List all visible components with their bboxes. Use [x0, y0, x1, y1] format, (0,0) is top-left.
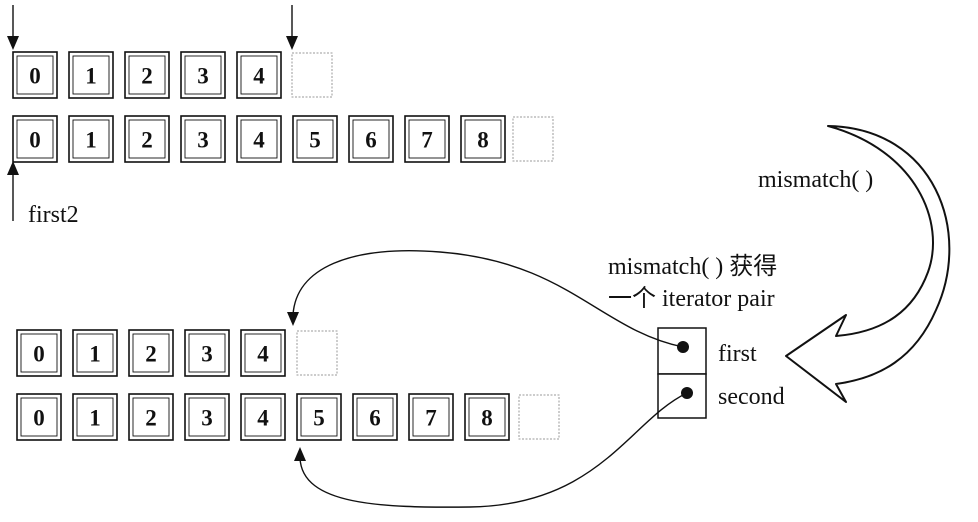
element-cell: 0 — [16, 393, 62, 441]
element-cell: 1 — [68, 115, 114, 163]
element-value: 7 — [421, 128, 433, 153]
element-value: 0 — [33, 342, 45, 367]
element-value: 0 — [29, 128, 41, 153]
element-value: 2 — [145, 406, 157, 431]
element-cell: 8 — [460, 115, 506, 163]
element-cell: 8 — [464, 393, 510, 441]
first-end-arrow — [286, 5, 298, 50]
pair-second-label: second — [718, 384, 785, 410]
element-cell: 3 — [180, 51, 226, 99]
second-pointer-arrow — [294, 392, 688, 508]
element-cell: 2 — [124, 51, 170, 99]
element-cell: 7 — [404, 115, 450, 163]
element-cell: 0 — [16, 329, 62, 377]
element-value: 1 — [89, 406, 101, 431]
element-value: 5 — [313, 406, 325, 431]
element-value: 1 — [89, 342, 101, 367]
end-sentinel-cell — [291, 52, 333, 98]
element-value: 8 — [477, 128, 489, 153]
element-value: 3 — [197, 64, 209, 89]
top-second-range-row: 0 1 2 3 4 5 6 7 8 — [12, 115, 554, 163]
element-value: 4 — [253, 128, 265, 153]
element-cell: 1 — [68, 51, 114, 99]
element-cell: 4 — [236, 51, 282, 99]
element-cell: 6 — [352, 393, 398, 441]
first-pointer-arrow — [287, 250, 684, 348]
element-value: 4 — [253, 64, 265, 89]
element-value: 0 — [29, 64, 41, 89]
element-value: 4 — [257, 342, 269, 367]
bottom-first-range-row: 0 1 2 3 4 — [16, 329, 338, 377]
element-cell: 4 — [240, 329, 286, 377]
element-cell: 4 — [236, 115, 282, 163]
element-value: 0 — [33, 406, 45, 431]
first-begin-arrow — [7, 5, 19, 50]
element-cell: 4 — [240, 393, 286, 441]
element-cell: 1 — [72, 329, 118, 377]
element-cell: 2 — [128, 393, 174, 441]
end-sentinel-cell — [296, 330, 338, 376]
big-curved-arrow — [785, 125, 951, 403]
element-value: 1 — [85, 64, 97, 89]
element-value: 7 — [425, 406, 437, 431]
element-value: 2 — [141, 128, 153, 153]
element-cell: 6 — [348, 115, 394, 163]
element-value: 3 — [197, 128, 209, 153]
iterator-pair-box — [657, 327, 707, 419]
element-cell: 5 — [292, 115, 338, 163]
element-cell: 5 — [296, 393, 342, 441]
first2-arrow — [7, 161, 19, 221]
element-cell: 2 — [128, 329, 174, 377]
element-cell: 7 — [408, 393, 454, 441]
end-sentinel-cell — [512, 116, 554, 162]
element-value: 6 — [365, 128, 377, 153]
element-value: 3 — [201, 406, 213, 431]
result-caption-line2: 一个 iterator pair — [608, 285, 775, 312]
top-first-range-row: 0 1 2 3 4 — [12, 51, 333, 99]
end-sentinel-cell — [518, 394, 560, 440]
element-cell: 2 — [124, 115, 170, 163]
pair-first-label: first — [718, 341, 757, 367]
mismatch-call-label: mismatch( ) — [758, 167, 873, 193]
element-cell: 3 — [184, 329, 230, 377]
element-cell: 0 — [12, 51, 58, 99]
element-value: 4 — [257, 406, 269, 431]
element-value: 2 — [145, 342, 157, 367]
element-value: 3 — [201, 342, 213, 367]
element-value: 5 — [309, 128, 321, 153]
element-value: 8 — [481, 406, 493, 431]
element-value: 2 — [141, 64, 153, 89]
bottom-second-range-row: 0 1 2 3 4 5 6 7 8 — [16, 393, 560, 441]
element-value: 1 — [85, 128, 97, 153]
element-cell: 0 — [12, 115, 58, 163]
element-value: 6 — [369, 406, 381, 431]
element-cell: 3 — [184, 393, 230, 441]
element-cell: 1 — [72, 393, 118, 441]
element-cell: 3 — [180, 115, 226, 163]
first2-label: first2 — [28, 202, 79, 228]
result-caption-line1: mismatch( ) 获得 — [608, 253, 777, 280]
